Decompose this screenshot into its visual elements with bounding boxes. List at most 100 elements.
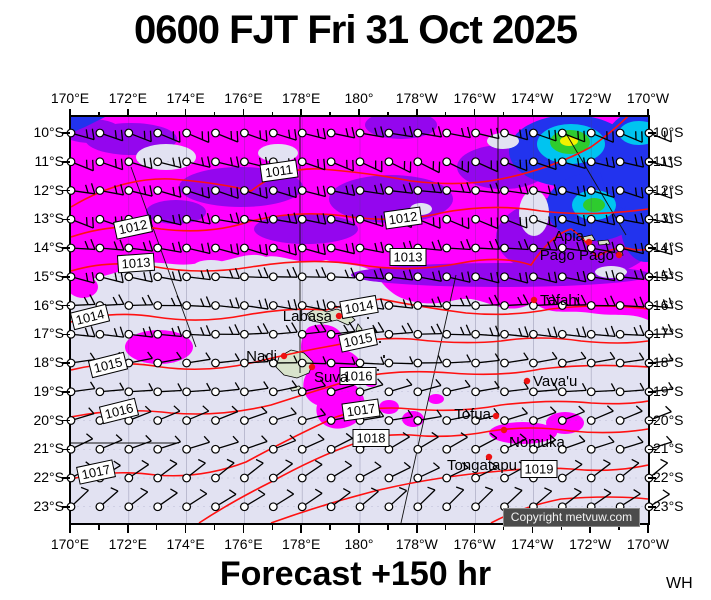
lon-tick-top: [242, 109, 245, 117]
wind-station-circle: [239, 157, 249, 167]
wind-station-circle: [182, 214, 191, 224]
wind-station-circle: [586, 387, 596, 397]
wind-station-circle: [615, 301, 625, 310]
wind-station-circle: [413, 186, 423, 195]
wind-station-circle: [124, 387, 134, 397]
wind-station-circle: [500, 128, 509, 138]
lat-tick-right: [648, 189, 656, 192]
shading-layer: [71, 117, 648, 523]
wind-station-circle: [529, 444, 538, 454]
wind-station-circle: [239, 301, 249, 310]
lat-tick-left: [62, 304, 70, 307]
wind-station-circle: [153, 243, 163, 253]
wind-station-circle: [182, 387, 191, 397]
wind-station-circle: [615, 358, 625, 368]
lon-label-bottom: 170°E: [50, 536, 90, 552]
wind-station-circle: [211, 416, 220, 425]
wind-station-circle: [326, 387, 336, 397]
wind-station-circle: [471, 329, 481, 339]
lon-label-top: 170°W: [626, 90, 670, 106]
svg-text:1012: 1012: [117, 217, 148, 238]
city-dot: [530, 296, 538, 304]
lon-tick-top: [560, 112, 563, 117]
lon-label-top: 180°: [344, 90, 374, 106]
wind-station-circle: [442, 214, 452, 224]
wind-station-circle: [557, 186, 567, 195]
wind-station-circle: [268, 301, 278, 310]
wind-station-circle: [586, 473, 596, 483]
wind-station-circle: [500, 473, 509, 483]
wind-station-circle: [326, 301, 336, 310]
wind-station-circle: [471, 301, 481, 310]
wind-station-circle: [413, 473, 423, 483]
wind-station-circle: [182, 272, 191, 282]
city-dot: [492, 412, 500, 420]
lat-label-right: 12°S: [653, 181, 684, 198]
lon-tick-top: [387, 112, 389, 117]
wind-station-circle: [297, 416, 307, 425]
wind-station-circle: [211, 243, 220, 253]
lat-label-right: 22°S: [653, 469, 684, 485]
wind-station-circle: [297, 444, 307, 454]
wind-station-circle: [413, 301, 423, 310]
wind-station-circle: [355, 186, 365, 195]
wind-station-circle: [95, 502, 105, 512]
wind-station-circle: [500, 301, 509, 310]
wind-station-circle: [384, 301, 394, 310]
isobar-label: 1018: [352, 429, 390, 447]
wind-station-circle: [471, 387, 481, 397]
lat-label-right: 13°S: [653, 210, 684, 227]
wind-station-circle: [297, 473, 307, 483]
lat-tick-left: [62, 391, 70, 393]
lon-tick-top: [69, 109, 71, 117]
wind-station-circle: [124, 157, 134, 167]
wind-station-circle: [268, 214, 278, 224]
wind-station-circle: [557, 329, 567, 339]
svg-text:1013: 1013: [121, 255, 151, 272]
city-dot: [280, 352, 288, 360]
wind-station-circle: [239, 387, 249, 397]
wind-station-circle: [297, 301, 307, 310]
lon-tick-top: [127, 109, 129, 117]
wind-station-circle: [239, 214, 249, 224]
wind-station-circle: [211, 502, 220, 512]
wind-station-circle: [239, 272, 249, 282]
city-dot: [335, 312, 343, 320]
lat-tick-right: [648, 448, 656, 450]
wind-station-circle: [557, 128, 567, 138]
lon-label-bottom: 180°: [344, 536, 374, 552]
wind-station-circle: [297, 358, 307, 368]
wind-station-circle: [239, 473, 249, 483]
forecast-map: 1011 1012 1012 1013 1013 1014 1014 1015 1015 1016…: [66, 117, 674, 523]
lon-tick-top: [473, 109, 476, 117]
svg-text:1013: 1013: [394, 250, 423, 265]
wind-station-circle: [211, 186, 220, 195]
wind-station-circle: [615, 243, 625, 253]
wind-station-circle: [529, 387, 538, 397]
wind-station-circle: [153, 444, 163, 454]
wind-station-circle: [500, 329, 509, 339]
lat-tick-right: [648, 132, 656, 134]
lon-tick-bottom: [184, 525, 187, 533]
wind-station-circle: [471, 186, 481, 195]
wind-station-circle: [442, 272, 452, 282]
wind-station-circle: [529, 272, 538, 282]
lon-label-bottom: 172°E: [108, 536, 147, 552]
lon-tick-top: [502, 112, 505, 117]
wind-station-circle: [586, 157, 596, 167]
lat-tick-right: [648, 506, 656, 508]
lon-tick-bottom: [329, 525, 331, 530]
wind-station-circle: [211, 329, 220, 339]
city-label: Apia: [554, 228, 585, 245]
wind-station-circle: [586, 301, 596, 310]
wind-station-circle: [268, 502, 278, 512]
isobar-label-layer: 1011 1012 1012 1013 1013 1014 1014 1015 1015 1016…: [69, 159, 558, 485]
wind-station-circle: [529, 329, 538, 339]
wind-station-circle: [124, 502, 134, 512]
lat-tick-left: [62, 161, 70, 163]
wind-station-circle: [239, 358, 249, 368]
lon-label-bottom: 174°W: [511, 536, 554, 552]
wind-station-circle: [384, 186, 394, 195]
wind-station-circle: [442, 387, 452, 397]
wind-station-circle: [615, 416, 625, 425]
